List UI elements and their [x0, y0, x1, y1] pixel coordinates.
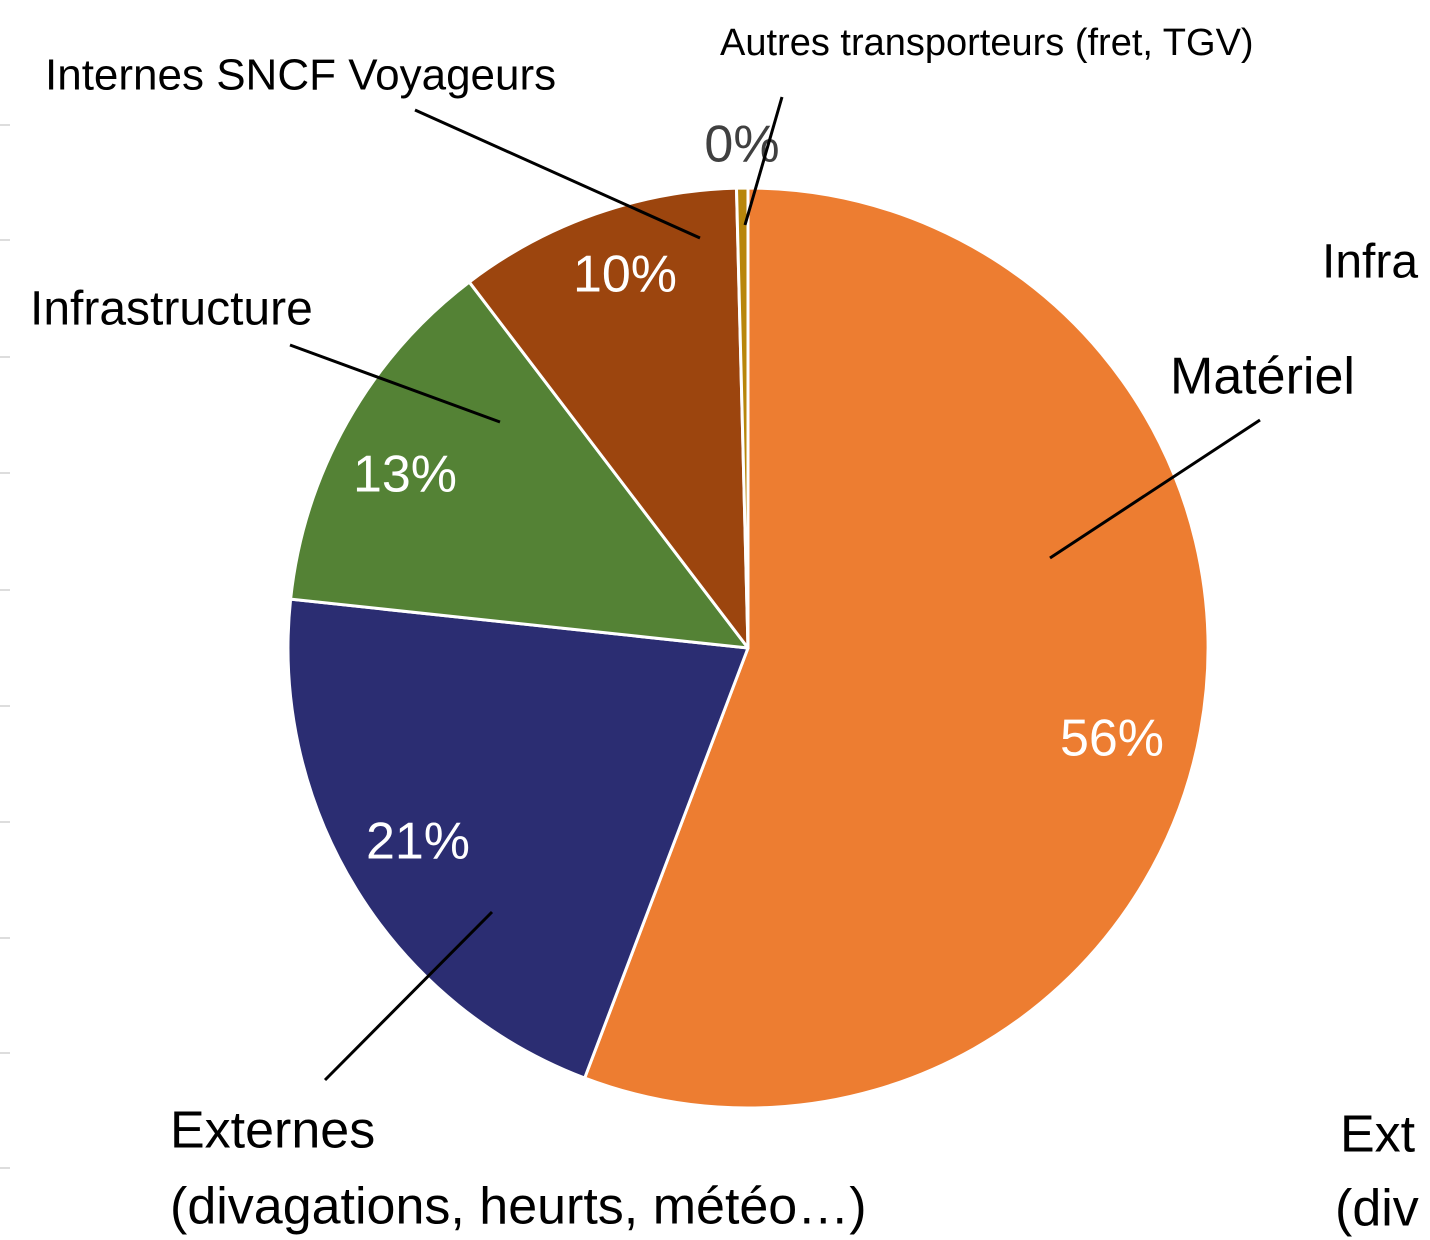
pie-slice: [286, 597, 750, 1080]
category-label: Matériel: [1170, 348, 1355, 406]
pie-slice: [734, 186, 750, 650]
category-label: Internes SNCF Voyageurs: [45, 51, 556, 100]
value-label: 13%: [353, 446, 457, 504]
value-label: 56%: [1060, 710, 1164, 768]
leader-line: [414, 108, 701, 240]
category-label: (divagations, heurts, météo…): [170, 1178, 867, 1236]
leader-line: [323, 910, 494, 1082]
category-label: Autres transporteurs (fret, TGV): [720, 22, 1254, 64]
leader-line: [1049, 418, 1261, 560]
category-label: Infrastructure: [30, 283, 313, 336]
leader-line: [743, 96, 784, 226]
cropped-label: Ext: [1340, 1106, 1416, 1164]
left-edge-ticks: [0, 124, 10, 1169]
value-label: 10%: [573, 246, 677, 304]
category-label: Externes: [170, 1102, 375, 1160]
value-label: 21%: [366, 813, 470, 871]
pie-slice: [467, 186, 750, 650]
pie-slice: [289, 280, 750, 650]
pie-slice: [583, 186, 1210, 1110]
leader-line: [289, 343, 501, 424]
cropped-label: Infra: [1322, 236, 1418, 289]
cropped-label: (div: [1335, 1180, 1419, 1238]
